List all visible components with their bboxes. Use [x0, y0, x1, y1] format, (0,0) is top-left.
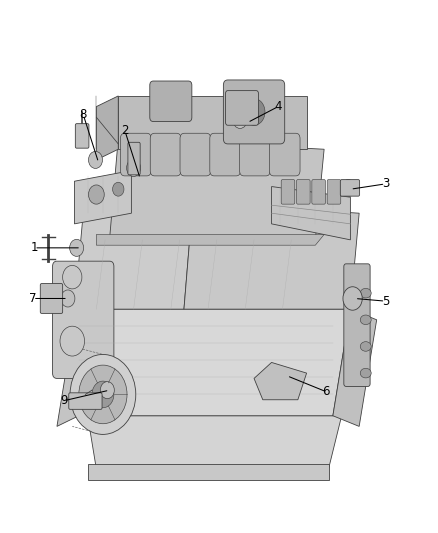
Circle shape	[233, 111, 247, 128]
Ellipse shape	[360, 315, 371, 325]
Text: 1: 1	[30, 241, 38, 254]
Polygon shape	[74, 171, 131, 224]
Circle shape	[346, 287, 360, 304]
Text: 4: 4	[274, 100, 282, 113]
FancyBboxPatch shape	[340, 180, 360, 196]
FancyBboxPatch shape	[344, 264, 370, 386]
Circle shape	[100, 382, 114, 399]
Ellipse shape	[360, 368, 371, 378]
FancyBboxPatch shape	[40, 284, 63, 313]
Circle shape	[79, 365, 127, 424]
Polygon shape	[57, 309, 96, 426]
Polygon shape	[118, 96, 307, 149]
Ellipse shape	[360, 342, 371, 351]
Polygon shape	[184, 203, 359, 309]
Circle shape	[113, 182, 124, 196]
Polygon shape	[333, 309, 377, 426]
Circle shape	[61, 290, 75, 307]
Circle shape	[276, 373, 290, 390]
Circle shape	[127, 159, 141, 176]
FancyBboxPatch shape	[150, 81, 192, 122]
Circle shape	[343, 287, 362, 310]
FancyBboxPatch shape	[53, 261, 114, 378]
Circle shape	[88, 185, 104, 204]
Polygon shape	[254, 362, 307, 400]
FancyBboxPatch shape	[327, 180, 341, 204]
Circle shape	[70, 354, 136, 434]
FancyBboxPatch shape	[150, 133, 181, 176]
Circle shape	[92, 381, 114, 408]
Polygon shape	[96, 96, 118, 160]
Circle shape	[243, 99, 265, 125]
Circle shape	[88, 151, 102, 168]
Polygon shape	[88, 416, 342, 469]
FancyBboxPatch shape	[69, 393, 102, 409]
Polygon shape	[110, 139, 324, 240]
Text: 8: 8	[80, 108, 87, 121]
Circle shape	[60, 326, 85, 356]
Text: 9: 9	[60, 394, 67, 407]
Text: 3: 3	[382, 177, 389, 190]
Text: 7: 7	[29, 292, 37, 305]
FancyBboxPatch shape	[128, 142, 140, 175]
Polygon shape	[74, 203, 193, 309]
Polygon shape	[88, 464, 328, 480]
FancyBboxPatch shape	[223, 80, 285, 144]
FancyBboxPatch shape	[240, 133, 270, 176]
FancyBboxPatch shape	[210, 133, 240, 176]
Polygon shape	[96, 235, 324, 245]
FancyBboxPatch shape	[312, 180, 325, 204]
Circle shape	[70, 239, 84, 256]
FancyBboxPatch shape	[281, 180, 295, 204]
FancyBboxPatch shape	[180, 133, 211, 176]
FancyBboxPatch shape	[269, 133, 300, 176]
Ellipse shape	[360, 288, 371, 298]
FancyBboxPatch shape	[75, 124, 89, 148]
Polygon shape	[79, 309, 350, 416]
FancyBboxPatch shape	[297, 180, 310, 204]
FancyBboxPatch shape	[120, 133, 151, 176]
Text: 6: 6	[322, 385, 330, 398]
Circle shape	[341, 180, 355, 197]
Text: 2: 2	[121, 124, 129, 137]
Circle shape	[63, 265, 82, 289]
Text: 5: 5	[382, 295, 389, 308]
FancyBboxPatch shape	[226, 91, 258, 125]
Polygon shape	[272, 187, 350, 240]
